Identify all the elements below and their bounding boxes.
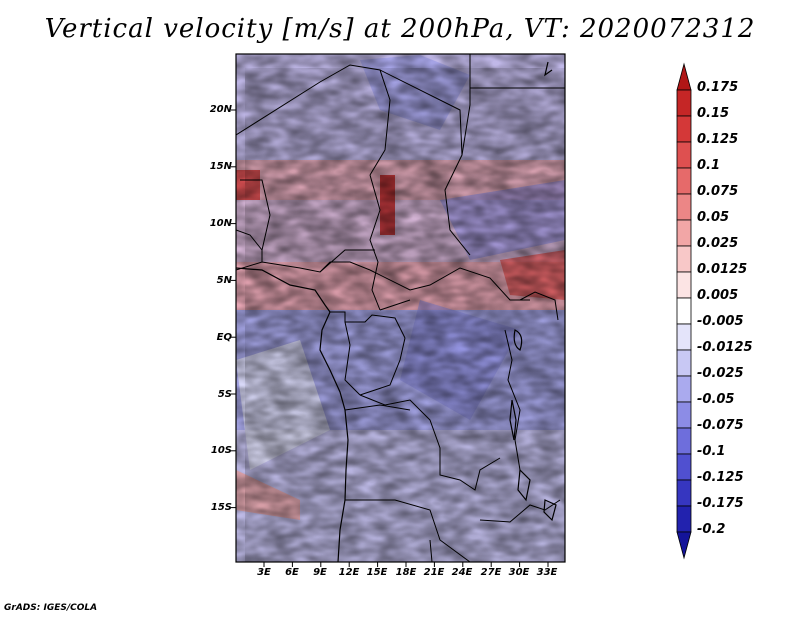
- colorbar-segment: [676, 219, 692, 247]
- lat-label-20n: 20N: [209, 104, 232, 115]
- velocity-field: [236, 54, 565, 562]
- colorbar-label-m0005: -0.005: [697, 314, 744, 329]
- lon-label-9e: 9E: [313, 567, 327, 578]
- colorbar-label-m01: -0.1: [697, 444, 726, 459]
- lon-label-24e: 24E: [451, 567, 473, 578]
- lon-label-27e: 27E: [480, 567, 502, 578]
- colorbar-label-00125: 0.0125: [697, 262, 748, 277]
- colorbar-label-m005: -0.05: [697, 392, 735, 407]
- lat-label-15n: 15N: [209, 161, 232, 172]
- grads-credit: GrADS: IGES/COLA: [4, 603, 98, 613]
- colorbar-segment: [676, 297, 692, 325]
- colorbar-segment: [676, 427, 692, 455]
- colorbar-label-0005: 0.005: [697, 288, 739, 303]
- colorbar-segment: [676, 245, 692, 273]
- lat-label-5n: 5N: [216, 275, 232, 286]
- lat-label-10n: 10N: [209, 218, 232, 229]
- map-title: Vertical velocity [m/s] at 200hPa, VT: 2…: [44, 14, 756, 44]
- colorbar-label-m00125: -0.0125: [697, 340, 753, 355]
- lon-label-15e: 15E: [366, 567, 388, 578]
- coastline: [236, 61, 553, 562]
- lat-label-eq: EQ: [216, 332, 232, 343]
- colorbar-segment: [676, 401, 692, 429]
- colorbar-label-0175: 0.175: [697, 80, 739, 95]
- colorbar-segment: [676, 271, 692, 299]
- colorbar-top-arrow: [676, 62, 692, 91]
- lon-label-12e: 12E: [338, 567, 360, 578]
- colorbar-segment: [676, 89, 692, 117]
- colorbar-label-0025: 0.025: [697, 236, 739, 251]
- colorbar-label-m02: -0.2: [697, 522, 726, 537]
- colorbar-segment: [676, 453, 692, 481]
- colorbar-label-m0175: -0.175: [697, 496, 744, 511]
- lon-label-18e: 18E: [395, 567, 417, 578]
- colorbar-bottom-arrow: [676, 531, 692, 560]
- colorbar-segment: [676, 193, 692, 221]
- lon-label-3e: 3E: [257, 567, 271, 578]
- colorbar: [676, 62, 692, 560]
- colorbar-label-0075: 0.075: [697, 184, 739, 199]
- lat-ticks: [231, 109, 236, 509]
- colorbar-label-m0025: -0.025: [697, 366, 744, 381]
- colorbar-segment: [676, 323, 692, 351]
- country-borders: [236, 54, 565, 562]
- lon-label-33e: 33E: [536, 567, 558, 578]
- colorbar-segment: [676, 115, 692, 143]
- lon-label-6e: 6E: [285, 567, 299, 578]
- colorbar-segment: [676, 375, 692, 403]
- lon-ticks: [263, 562, 549, 567]
- colorbar-label-01: 0.1: [697, 158, 721, 173]
- colorbar-label-005: 0.05: [697, 210, 730, 225]
- lat-label-5s: 5S: [217, 389, 232, 400]
- colorbar-segment: [676, 349, 692, 377]
- lon-label-30e: 30E: [508, 567, 530, 578]
- colorbar-segment: [676, 141, 692, 169]
- map-frame: [235, 53, 566, 563]
- colorbar-label-015: 0.15: [697, 106, 730, 121]
- lon-label-21e: 21E: [423, 567, 445, 578]
- colorbar-label-m0125: -0.125: [697, 470, 744, 485]
- lakes: [509, 329, 557, 522]
- colorbar-segment: [676, 167, 692, 195]
- colorbar-label-m0075: -0.075: [697, 418, 744, 433]
- colorbar-segment: [676, 505, 692, 533]
- lat-label-15s: 15S: [210, 502, 232, 513]
- lat-label-10s: 10S: [210, 445, 232, 456]
- colorbar-segment: [676, 479, 692, 507]
- colorbar-label-0125: 0.125: [697, 132, 739, 147]
